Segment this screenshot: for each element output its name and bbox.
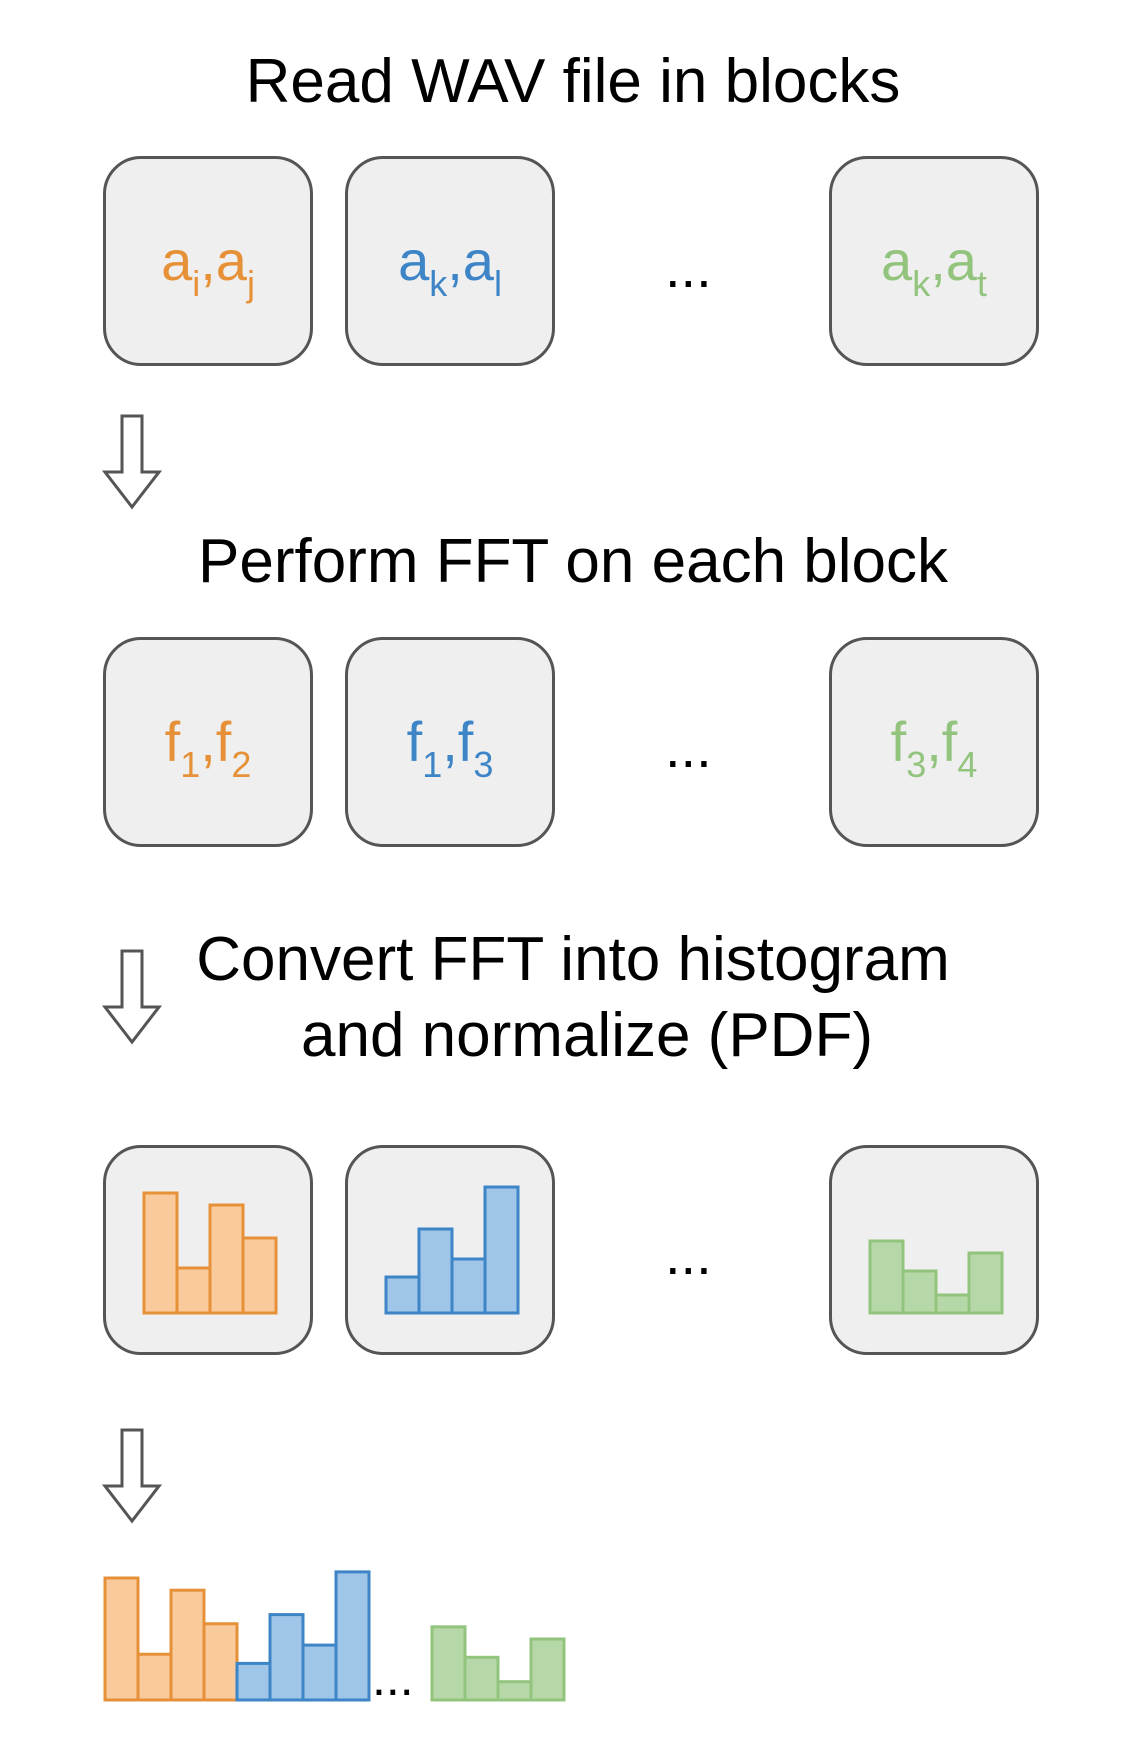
- combined-orange-bar-2: [136, 1652, 173, 1702]
- combined-orange-bar-4: [202, 1622, 239, 1702]
- wav-block-1: ai,aj: [103, 156, 313, 366]
- histogram-green-bar-4: [967, 1251, 1004, 1315]
- step-read-title: Read WAV file in blocks: [245, 47, 901, 116]
- wav-block-2: ak,al: [345, 156, 555, 366]
- histogram-green-bar-3: [934, 1293, 971, 1315]
- ellipsis-fft: ...: [665, 716, 712, 779]
- combined-blue-bar-4: [334, 1570, 371, 1702]
- fft-block-2: f1,f3: [345, 637, 555, 847]
- combined-green-bar-1: [430, 1625, 467, 1702]
- combined-blue-bar-2: [268, 1613, 305, 1702]
- wav-block-1-label: ai,aj: [161, 229, 255, 304]
- combined-green-bar-3: [496, 1680, 533, 1702]
- combined-orange-bar-1: [103, 1576, 140, 1702]
- combined-blue-bar-3: [301, 1643, 338, 1702]
- ellipsis-wav: ...: [665, 236, 712, 299]
- histogram-blue-bar-1: [384, 1275, 421, 1315]
- histogram-blue-bar-4: [483, 1185, 520, 1315]
- hist-block-2: [345, 1145, 555, 1355]
- wav-block-3: ak,at: [829, 156, 1039, 366]
- histogram-orange-bar-1: [142, 1191, 179, 1315]
- combined-orange-bar-3: [169, 1588, 206, 1702]
- step-hist-title-line1: Convert FFT into histogram: [196, 925, 950, 994]
- ellipsis-hist: ...: [665, 1223, 712, 1286]
- histogram-blue: [384, 1185, 520, 1315]
- histogram-orange-bar-2: [175, 1266, 212, 1315]
- down-arrow-icon: [102, 949, 162, 1045]
- fft-block-1: f1,f2: [103, 637, 313, 847]
- histogram-blue-bar-2: [417, 1227, 454, 1315]
- combined-blue-bar-1: [235, 1661, 272, 1702]
- fft-block-3-label: f3,f4: [890, 710, 978, 785]
- down-arrow-icon: [102, 414, 162, 510]
- fft-block-1-label: f1,f2: [164, 710, 252, 785]
- histogram-orange-bar-3: [208, 1203, 245, 1315]
- step-fft-title: Perform FFT on each block: [197, 527, 949, 596]
- hist-block-1: [103, 1145, 313, 1355]
- wav-block-3-label: ak,at: [881, 229, 987, 304]
- histogram-orange: [142, 1191, 278, 1315]
- histogram-green-bar-1: [868, 1239, 905, 1315]
- histogram-orange-bar-4: [241, 1236, 278, 1315]
- histogram-blue-bar-3: [450, 1257, 487, 1315]
- step-hist-title-line2: and normalize (PDF): [301, 1001, 873, 1070]
- histogram-green-bar-2: [901, 1269, 938, 1315]
- ellipsis-combined: ...: [372, 1650, 414, 1706]
- fft-block-3: f3,f4: [829, 637, 1039, 847]
- combined-histogram: [103, 1570, 566, 1702]
- combined-green-bar-4: [529, 1637, 566, 1702]
- wav-block-2-label: ak,al: [398, 229, 502, 304]
- hist-block-3: [829, 1145, 1039, 1355]
- down-arrow-icon: [102, 1428, 162, 1524]
- combined-green-bar-2: [463, 1655, 500, 1702]
- fft-block-2-label: f1,f3: [406, 710, 494, 785]
- histogram-green: [868, 1239, 1004, 1315]
